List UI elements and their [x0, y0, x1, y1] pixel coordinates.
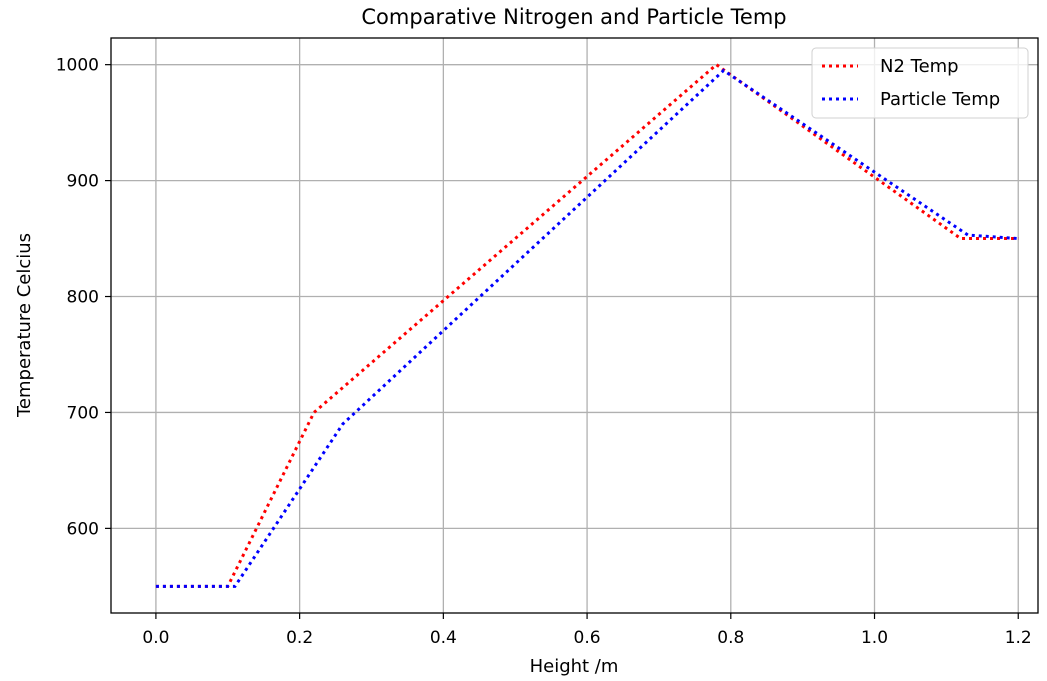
legend-label: Particle Temp: [880, 89, 1000, 110]
legend: N2 Temp Particle Temp: [811, 47, 1029, 119]
x-axis-label: Height /m: [530, 656, 619, 677]
plot-frame: [110, 37, 1039, 614]
series-line-particle-temp: [155, 68, 1019, 588]
x-tick-label: 1.2: [1005, 628, 1032, 648]
series-line-n2-temp: [155, 62, 1019, 588]
legend-label: N2 Temp: [880, 56, 959, 77]
series-group: [155, 62, 1019, 588]
grid: [111, 38, 1038, 613]
x-tick-label: 0.8: [717, 628, 744, 648]
y-tick-label: 800: [67, 288, 99, 308]
x-tick-label: 0.0: [142, 628, 169, 648]
chart-title: Comparative Nitrogen and Particle Temp: [361, 5, 786, 29]
y-axis-label: Temperature Celcius: [14, 233, 35, 418]
x-tick-label: 0.2: [286, 628, 313, 648]
y-tick-label: 600: [67, 519, 99, 539]
axis-ticks: 0.0 0.2 0.4 0.6 0.8 1.0 1.2 600 700 800 900 1000: [56, 56, 1032, 648]
x-tick-label: 0.6: [574, 628, 601, 648]
legend-box: [811, 47, 1029, 119]
y-tick-label: 700: [67, 403, 99, 423]
y-tick-label: 1000: [56, 56, 99, 76]
x-tick-label: 1.0: [861, 628, 888, 648]
y-tick-label: 900: [67, 172, 99, 192]
x-tick-label: 0.4: [430, 628, 457, 648]
